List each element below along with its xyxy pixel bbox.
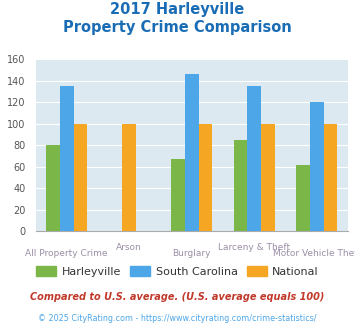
Bar: [73, 124, 87, 231]
Text: Larceny & Theft: Larceny & Theft: [218, 243, 290, 251]
Bar: [46, 145, 60, 231]
Legend: Harleyville, South Carolina, National: Harleyville, South Carolina, National: [32, 261, 323, 281]
Text: Arson: Arson: [116, 243, 142, 251]
Text: Motor Vehicle Theft: Motor Vehicle Theft: [273, 249, 355, 258]
Text: Property Crime Comparison: Property Crime Comparison: [63, 20, 292, 35]
Text: © 2025 CityRating.com - https://www.cityrating.com/crime-statistics/: © 2025 CityRating.com - https://www.city…: [38, 314, 317, 323]
Text: Compared to U.S. average. (U.S. average equals 100): Compared to U.S. average. (U.S. average …: [30, 292, 325, 302]
Bar: [247, 86, 261, 231]
Bar: [310, 102, 323, 231]
Bar: [171, 159, 185, 231]
Bar: [261, 124, 275, 231]
Text: All Property Crime: All Property Crime: [26, 249, 108, 258]
Bar: [198, 124, 212, 231]
Text: Burglary: Burglary: [173, 249, 211, 258]
Bar: [185, 74, 198, 231]
Bar: [323, 124, 337, 231]
Bar: [122, 124, 136, 231]
Bar: [296, 164, 310, 231]
Bar: [60, 86, 73, 231]
Text: 2017 Harleyville: 2017 Harleyville: [110, 2, 245, 16]
Bar: [234, 140, 247, 231]
